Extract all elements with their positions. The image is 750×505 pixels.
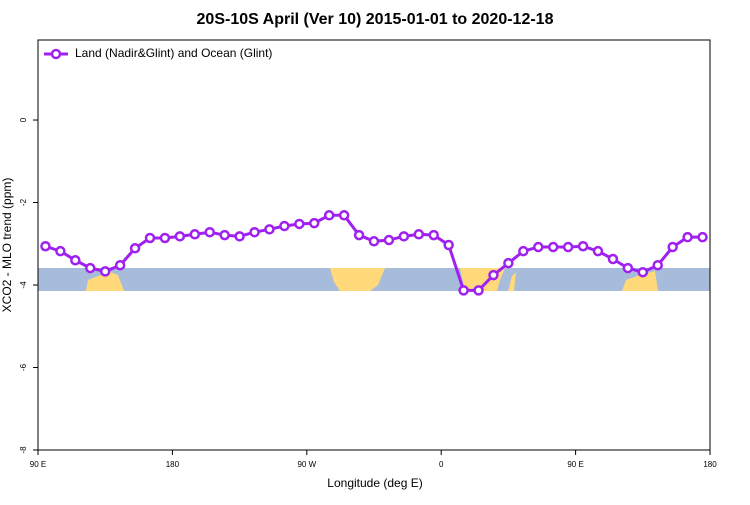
y-tick-label: -6 [19, 363, 28, 371]
data-point [607, 253, 619, 265]
data-point [637, 266, 649, 278]
x-tick-label: 90 E [30, 460, 46, 469]
data-point [428, 229, 439, 241]
data-point [70, 255, 81, 266]
data-point [443, 239, 454, 251]
data-point [55, 245, 66, 257]
data-point [682, 231, 693, 243]
legend-marker [50, 48, 62, 60]
data-point [294, 218, 305, 230]
y-tick-label: -8 [19, 446, 28, 454]
data-point [99, 266, 111, 277]
data-point [368, 236, 380, 247]
data-point [533, 241, 544, 253]
y-tick-label: 0 [19, 117, 28, 122]
data-point [144, 232, 156, 244]
data-point [85, 262, 96, 274]
data-point [159, 232, 171, 244]
data-point [398, 231, 410, 242]
data-point [234, 231, 245, 242]
data-point [577, 240, 589, 252]
y-tick-label: -2 [19, 198, 28, 206]
chart-title: 20S-10S April (Ver 10) 2015-01-01 to 202… [197, 11, 554, 28]
x-axis-label: Longitude (deg E) [327, 476, 422, 490]
data-point [323, 210, 335, 221]
data-point [219, 229, 230, 241]
x-tick-label: 90 W [297, 460, 316, 469]
data-point [473, 285, 484, 296]
data-point [458, 285, 469, 296]
data-point [547, 241, 559, 253]
y-axis-label: XCO2 - MLO trend (ppm) [0, 178, 14, 313]
data-point [309, 217, 320, 229]
data-point [667, 241, 678, 253]
land-ocean-strip [38, 268, 710, 291]
data-point [697, 231, 708, 243]
data-point [413, 229, 425, 240]
plot-frame [37, 39, 711, 451]
data-point [204, 226, 215, 238]
data-point [114, 259, 126, 271]
data-point [503, 257, 514, 269]
data-point [353, 229, 365, 241]
y-tick-label: -4 [19, 281, 28, 289]
x-tick-label: 0 [439, 460, 444, 469]
data-point [622, 262, 634, 274]
data-point [592, 245, 604, 257]
data-point [249, 226, 260, 238]
data-point [264, 224, 275, 235]
data-point [518, 245, 529, 257]
data-point [652, 259, 663, 271]
data-point [562, 241, 574, 253]
data-point [40, 240, 51, 252]
x-tick-label: 180 [703, 460, 717, 469]
x-tick-label: 180 [166, 460, 180, 469]
data-point [174, 231, 186, 242]
x-tick-label: 90 E [567, 460, 583, 469]
data-point [189, 229, 201, 240]
data-point [488, 269, 499, 281]
data-point [279, 220, 290, 232]
data-point [338, 210, 350, 221]
data-point [383, 234, 395, 246]
data-point [129, 243, 141, 254]
legend-label: Land (Nadir&Glint) and Ocean (Glint) [75, 46, 272, 60]
